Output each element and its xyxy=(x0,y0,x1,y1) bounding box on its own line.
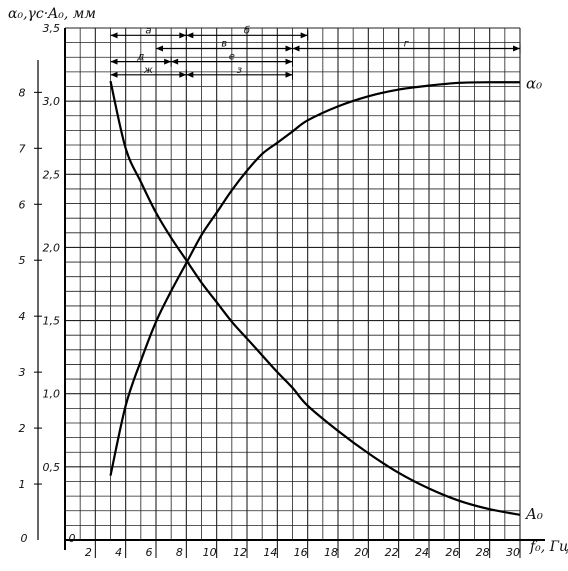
y-inner-tick-label: 3,0 xyxy=(43,95,61,108)
series-line-a0 xyxy=(109,80,521,516)
band-label: е xyxy=(229,52,235,63)
y-left-tick-label: 5 xyxy=(19,254,26,267)
series-label: A₀ xyxy=(524,505,543,523)
x-tick-label: 22 xyxy=(385,546,399,559)
y-left-tick-label: 2 xyxy=(19,422,26,435)
x-axis-title: f₀, Гц xyxy=(529,539,568,555)
band-arrowhead xyxy=(292,45,300,52)
x-tick-label: 12 xyxy=(233,546,247,559)
x-tick-label: 4 xyxy=(115,546,122,559)
band-arrowhead xyxy=(179,71,187,78)
y-inner-tick-label: 3,5 xyxy=(43,22,61,35)
band-arrowhead xyxy=(164,58,172,65)
band-arrowhead xyxy=(285,58,293,65)
x-tick-label: 8 xyxy=(176,546,183,559)
band-arrowhead xyxy=(156,45,163,52)
y-inner-tick-label: 0,5 xyxy=(43,461,61,474)
band-label: д xyxy=(136,52,144,63)
chart-grid xyxy=(64,27,521,541)
x-tick-label: 24 xyxy=(415,546,429,559)
band-arrowhead xyxy=(285,45,293,52)
series-line-alpha0 xyxy=(109,81,521,476)
band-arrowhead xyxy=(513,45,520,52)
band-label: г xyxy=(404,38,410,49)
chart-axes xyxy=(34,28,545,558)
x-tick-label: 26 xyxy=(445,546,459,559)
band-label: з xyxy=(237,65,242,76)
x-tick-label: 28 xyxy=(476,546,490,559)
y-inner-tick-label: 1,5 xyxy=(43,315,61,328)
x-tick-label: 30 xyxy=(506,546,520,559)
band-label: в xyxy=(221,38,227,49)
y-left-tick-label: 1 xyxy=(19,478,26,491)
chart-labels: 2 4 6 8 10 12 14 16 18 20 22 24 26 28 30123456780,51,0… xyxy=(8,6,568,559)
x-tick-label: 14 xyxy=(263,546,277,559)
y-left-tick-label: 3 xyxy=(19,366,26,379)
band-arrowhead xyxy=(179,32,187,39)
band-arrowhead xyxy=(110,32,118,39)
y-left-tick-label: 6 xyxy=(19,198,26,211)
y-left-tick-label: 8 xyxy=(19,86,26,99)
y-left-tick-label: 7 xyxy=(19,142,26,155)
band-arrowhead xyxy=(110,58,118,65)
x-tick-label: 20 xyxy=(354,546,368,559)
x-tick-label: 10 xyxy=(203,546,217,559)
y-left-tick-label: 4 xyxy=(19,310,26,323)
series-label: α₀ xyxy=(526,74,542,92)
band-arrowhead xyxy=(285,71,293,78)
origin-label-left: 0 xyxy=(21,532,28,545)
band-label: б xyxy=(244,24,250,36)
band-arrowhead xyxy=(186,32,194,39)
range-bands xyxy=(110,30,521,80)
y-inner-tick-label: 2,5 xyxy=(43,168,61,181)
band-arrowhead xyxy=(110,71,118,78)
x-tick-label: 18 xyxy=(324,546,338,559)
band-arrowhead xyxy=(171,58,179,65)
x-tick-label: 2 xyxy=(85,546,92,559)
band-label: ж xyxy=(143,65,153,76)
y-inner-tick-label: 2,0 xyxy=(43,241,61,254)
origin-label-inner: 0 xyxy=(69,532,76,545)
x-tick-label: 6 xyxy=(146,546,153,559)
y-axis-title: α₀,γc·A₀, мм xyxy=(8,6,96,22)
chart-series xyxy=(109,80,521,516)
y-inner-tick-label: 1,0 xyxy=(43,388,61,401)
x-tick-label: 16 xyxy=(294,546,308,559)
band-label: а xyxy=(145,25,151,36)
band-arrowhead xyxy=(186,71,194,78)
band-arrowhead xyxy=(300,32,308,39)
